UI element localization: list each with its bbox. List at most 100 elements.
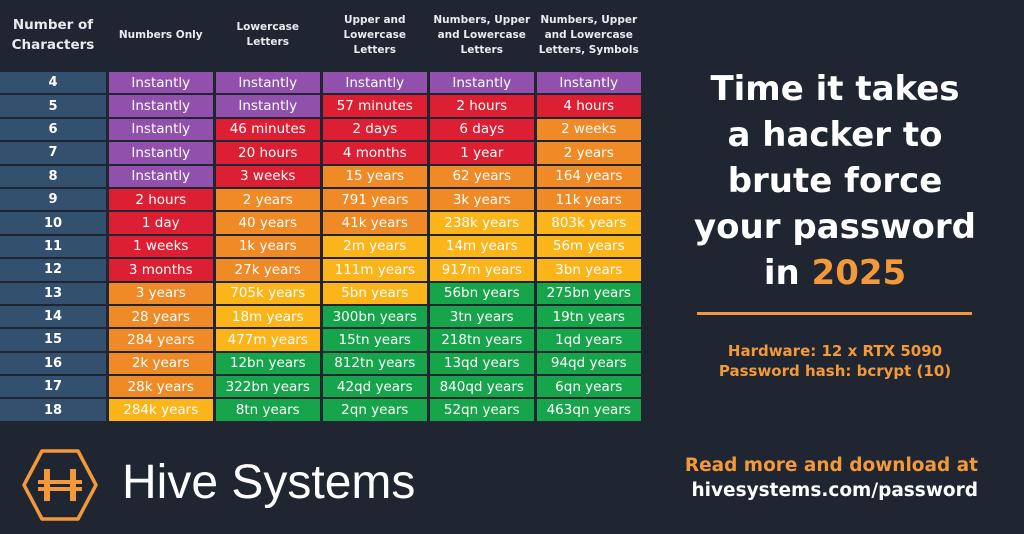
read-more-text: Read more and download at: [684, 455, 978, 476]
time-cell: 3tn years: [429, 305, 534, 328]
header-all-chars: Numbers, Upper and Lowercase Letters, Sy…: [538, 13, 639, 56]
time-cell: 8tn years: [215, 399, 320, 421]
time-cell: 803k years: [536, 212, 641, 234]
table-row: 13 3 years 705k years 5bn years 56bn years 27…: [0, 282, 644, 306]
time-cell: 3 years: [108, 282, 213, 304]
time-cell: 1 weeks: [108, 235, 213, 258]
char-count: 17: [0, 376, 106, 398]
time-cell: 2 days: [322, 118, 427, 141]
time-cell: Instantly: [108, 142, 213, 164]
time-cell: 15 years: [322, 165, 427, 187]
table-row: 6 Instantly 46 minutes 2 days 6 days 2 weeks: [0, 118, 644, 142]
table-row: 8 Instantly 3 weeks 15 years 62 years 164 yea…: [0, 165, 644, 189]
headline-in: in: [763, 253, 812, 293]
time-cell: 52qn years: [429, 399, 534, 421]
header-upper-lower: Upper and Lowercase Letters: [343, 13, 407, 56]
time-cell: 284k years: [108, 399, 213, 421]
time-cell: 5bn years: [322, 282, 427, 304]
time-cell: Instantly: [536, 72, 641, 94]
hash-label: Password hash: bcrypt (10): [718, 362, 952, 380]
time-cell: 4 hours: [536, 95, 641, 117]
table-row: 15 284 years 477m years 15tn years 218tn yea…: [0, 329, 644, 352]
char-count: 16: [0, 352, 106, 375]
time-cell: 6 days: [429, 118, 534, 141]
time-cell: Instantly: [429, 72, 534, 94]
char-count: 11: [0, 235, 106, 258]
brute-force-table: 4 Instantly Instantly Instantly Instantly Ins…: [0, 72, 644, 423]
time-cell: 3 months: [108, 259, 213, 281]
header-lowercase: Lowercase Letters: [236, 21, 300, 48]
time-cell: 2 hours: [429, 95, 534, 117]
time-cell: 322bn years: [215, 376, 320, 398]
time-cell: 2k years: [108, 352, 213, 375]
time-cell: 27k years: [215, 259, 320, 281]
char-count: 4: [0, 72, 106, 94]
time-cell: 56bn years: [429, 282, 534, 304]
time-cell: 18m years: [215, 305, 320, 328]
time-cell: 40 years: [215, 212, 320, 234]
table-row: 11 1 weeks 1k years 2m years 14m years 56m ye…: [0, 235, 644, 259]
time-cell: 812tn years: [322, 352, 427, 375]
time-cell: 13qd years: [429, 352, 534, 375]
time-cell: 705k years: [215, 282, 320, 304]
time-cell: Instantly: [215, 95, 320, 117]
time-cell: 840qd years: [429, 376, 534, 398]
time-cell: 1k years: [215, 235, 320, 258]
time-cell: 164 years: [536, 165, 641, 187]
table-row: 7 Instantly 20 hours 4 months 1 year 2 years: [0, 142, 644, 165]
time-cell: 12bn years: [215, 352, 320, 375]
time-cell: 62 years: [429, 165, 534, 187]
time-cell: Instantly: [108, 95, 213, 117]
time-cell: 2m years: [322, 235, 427, 258]
table-row: 12 3 months 27k years 111m years 917m years 3…: [0, 259, 644, 282]
headline-line: a hacker to: [727, 115, 943, 155]
time-cell: Instantly: [108, 118, 213, 141]
time-cell: 2qn years: [322, 399, 427, 421]
table-row: 14 28 years 18m years 300bn years 3tn years 1…: [0, 305, 644, 329]
header-number-of-characters: Number of Characters: [11, 17, 95, 53]
time-cell: 218tn years: [429, 329, 534, 351]
time-cell: Instantly: [322, 72, 427, 94]
time-cell: 4 months: [322, 142, 427, 164]
table-row: 16 2k years 12bn years 812tn years 13qd year…: [0, 352, 644, 376]
time-cell: 3 weeks: [215, 165, 320, 187]
time-cell: 2 hours: [108, 188, 213, 211]
headline-line: your password: [694, 207, 976, 247]
time-cell: 917m years: [429, 259, 534, 281]
char-count: 7: [0, 142, 106, 164]
table-row: 17 28k years 322bn years 42qd years 840qd ye…: [0, 376, 644, 399]
time-cell: Instantly: [108, 72, 213, 94]
time-cell: 19tn years: [536, 305, 641, 328]
time-cell: 6qn years: [536, 376, 641, 398]
time-cell: 14m years: [429, 235, 534, 258]
url-link[interactable]: hivesystems.com/password: [691, 480, 978, 501]
time-cell: 28 years: [108, 305, 213, 328]
time-cell: 791 years: [322, 188, 427, 211]
char-count: 5: [0, 95, 106, 117]
time-cell: 300bn years: [322, 305, 427, 328]
time-cell: 1qd years: [536, 329, 641, 351]
time-cell: 2 years: [536, 142, 641, 164]
char-count: 9: [0, 188, 106, 211]
headline-year: 2025: [811, 253, 907, 293]
headline-line: Time it takes: [710, 69, 960, 109]
char-count: 8: [0, 165, 106, 187]
time-cell: 46 minutes: [215, 118, 320, 141]
char-count: 18: [0, 399, 106, 421]
time-cell: 42qd years: [322, 376, 427, 398]
time-cell: Instantly: [108, 165, 213, 187]
time-cell: 463qn years: [536, 399, 641, 421]
char-count: 10: [0, 212, 106, 234]
time-cell: 275bn years: [536, 282, 641, 304]
char-count: 13: [0, 282, 106, 304]
time-cell: 57 minutes: [322, 95, 427, 117]
headline: Time it takes a hacker to brute force yo…: [680, 66, 990, 296]
time-cell: 284 years: [108, 329, 213, 351]
table-row: 18 284k years 8tn years 2qn years 52qn years…: [0, 399, 644, 422]
time-cell: 1 year: [429, 142, 534, 164]
time-cell: 2 weeks: [536, 118, 641, 141]
time-cell: 3bn years: [536, 259, 641, 281]
time-cell: 1 day: [108, 212, 213, 234]
table-row: 4 Instantly Instantly Instantly Instantly Ins…: [0, 72, 644, 95]
